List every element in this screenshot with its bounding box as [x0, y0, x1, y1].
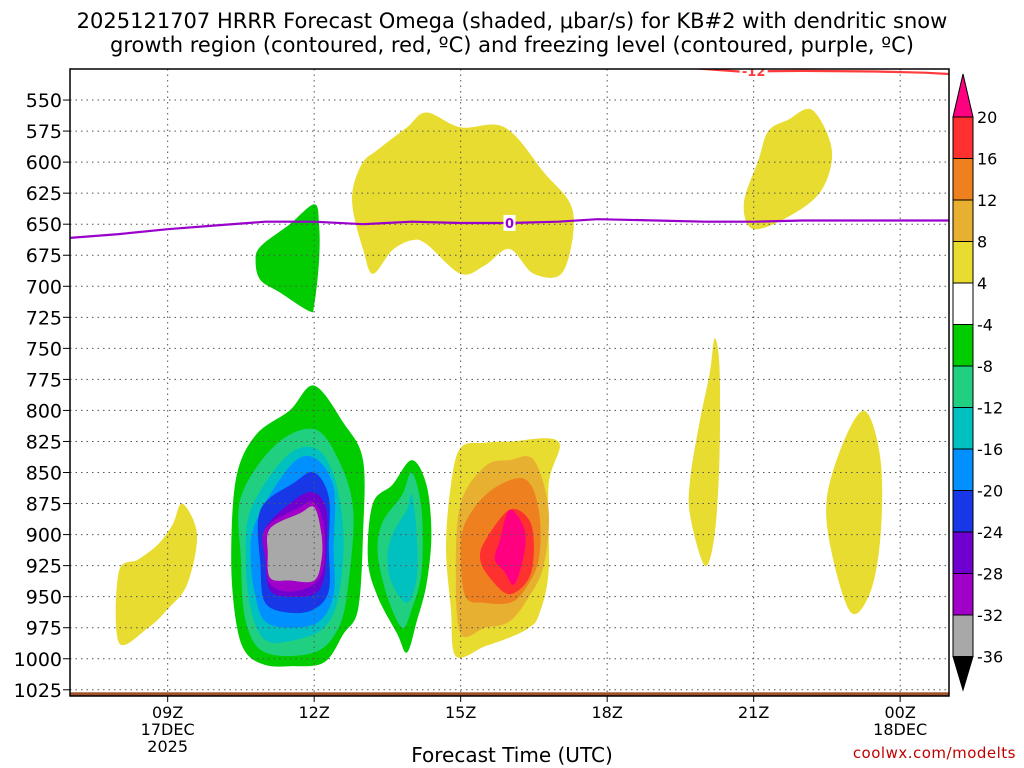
omega-region-21 — [267, 506, 323, 583]
y-tick-label: 650 — [26, 214, 62, 236]
omega-region-10 — [255, 204, 320, 313]
y-tick-label: 575 — [26, 121, 62, 143]
colorbar-label: -24 — [977, 523, 1003, 542]
colorbar-label: 16 — [977, 150, 997, 169]
omega-shading — [70, 108, 949, 696]
colorbar-label: 20 — [977, 108, 997, 127]
omega-region-9 — [494, 509, 526, 585]
colorbar-label: -12 — [977, 399, 1003, 418]
colorbar-swatch — [952, 324, 974, 367]
colorbar-swatch — [952, 199, 974, 242]
x-tick-label: 12Z — [299, 703, 330, 722]
y-tick-label: 825 — [26, 431, 62, 453]
y-tick-label: 950 — [26, 587, 62, 609]
x-axis-label: Forecast Time (UTC) — [411, 743, 613, 767]
y-tick-label: 625 — [26, 183, 62, 205]
ground-strip — [70, 692, 949, 696]
y-tick-label: 925 — [26, 556, 62, 578]
plot-frame — [69, 68, 950, 697]
x-tick-label: 21Z — [738, 703, 769, 722]
freezing-level-label: 0 — [505, 217, 514, 232]
footer-url[interactable]: coolwx.com/modelts — [852, 744, 1016, 762]
colorbar-swatch — [952, 365, 974, 408]
colorbar-swatch — [952, 614, 974, 657]
y-axis: 550 575 600 625 650 675 700 725 750 775 800 825 850 8… — [14, 90, 70, 702]
omega-region-4 — [826, 410, 883, 615]
colorbar-swatch — [952, 448, 974, 491]
dendritic-contour-line — [689, 69, 949, 76]
chart-title-line2: growth region (contoured, red, ºC) and f… — [110, 33, 914, 57]
y-tick-label: 550 — [26, 90, 62, 112]
colorbar-swatch — [952, 158, 974, 201]
colorbar-label: -36 — [977, 648, 1003, 667]
x-tick-label: 17DEC — [141, 720, 195, 739]
y-tick-label: 850 — [26, 463, 62, 485]
contour-lines: 0 -12 — [70, 65, 949, 239]
x-tick-label: 18Z — [592, 703, 623, 722]
colorbar-swatch — [952, 282, 974, 325]
omega-region-1 — [743, 108, 833, 230]
y-tick-label: 775 — [26, 369, 62, 391]
y-tick-label: 1000 — [14, 649, 62, 671]
colorbar-label: -32 — [977, 606, 1003, 625]
colorbar-label: 12 — [977, 191, 997, 210]
y-tick-label: 700 — [26, 276, 62, 298]
colorbar-label: 8 — [977, 233, 987, 252]
y-tick-label: 750 — [26, 338, 62, 360]
omega-region-16 — [387, 494, 418, 603]
colorbar-arrow-up — [952, 73, 974, 118]
x-tick-label: 00Z — [885, 703, 916, 722]
y-tick-label: 900 — [26, 525, 62, 547]
dendritic-contour-label: -12 — [742, 65, 766, 80]
y-tick-label: 675 — [26, 245, 62, 267]
freezing-label-bg — [503, 214, 516, 231]
colorbar-swatch — [952, 241, 974, 284]
colorbar-swatch — [952, 573, 974, 616]
colorbar-arrow-down — [952, 656, 974, 692]
colorbar-swatch — [952, 116, 974, 159]
colorbar-label: -20 — [977, 482, 1003, 501]
colorbar-swatch — [952, 490, 974, 533]
colorbar-label: -16 — [977, 440, 1003, 459]
x-tick-label: 09Z — [152, 703, 183, 722]
omega-region-3 — [688, 338, 721, 566]
x-tick-label: 2025 — [147, 737, 188, 756]
y-tick-label: 875 — [26, 494, 62, 516]
colorbar-label: -4 — [977, 316, 993, 335]
colorbar-label: 4 — [977, 274, 987, 293]
colorbar: 20 16 12 8 4 -4 -8 -12 -16 -20 -24 -28 -32 -36 — [952, 73, 1003, 692]
chart-title-line1: 2025121707 HRRR Forecast Omega (shaded, … — [76, 9, 948, 33]
y-tick-label: 975 — [26, 618, 62, 640]
y-tick-label: 1025 — [14, 680, 62, 702]
colorbar-swatch — [952, 407, 974, 450]
x-tick-label: 15Z — [445, 703, 476, 722]
omega-region-0 — [352, 112, 574, 278]
colorbar-label: -8 — [977, 357, 993, 376]
grid — [70, 69, 949, 696]
colorbar-swatch — [952, 531, 974, 574]
dendritic-label-bg — [739, 69, 768, 78]
omega-region-2 — [115, 503, 198, 646]
colorbar-label: -28 — [977, 565, 1003, 584]
y-tick-label: 600 — [26, 152, 62, 174]
y-tick-label: 800 — [26, 400, 62, 422]
y-tick-label: 725 — [26, 307, 62, 329]
x-tick-label: 18DEC — [873, 720, 927, 739]
